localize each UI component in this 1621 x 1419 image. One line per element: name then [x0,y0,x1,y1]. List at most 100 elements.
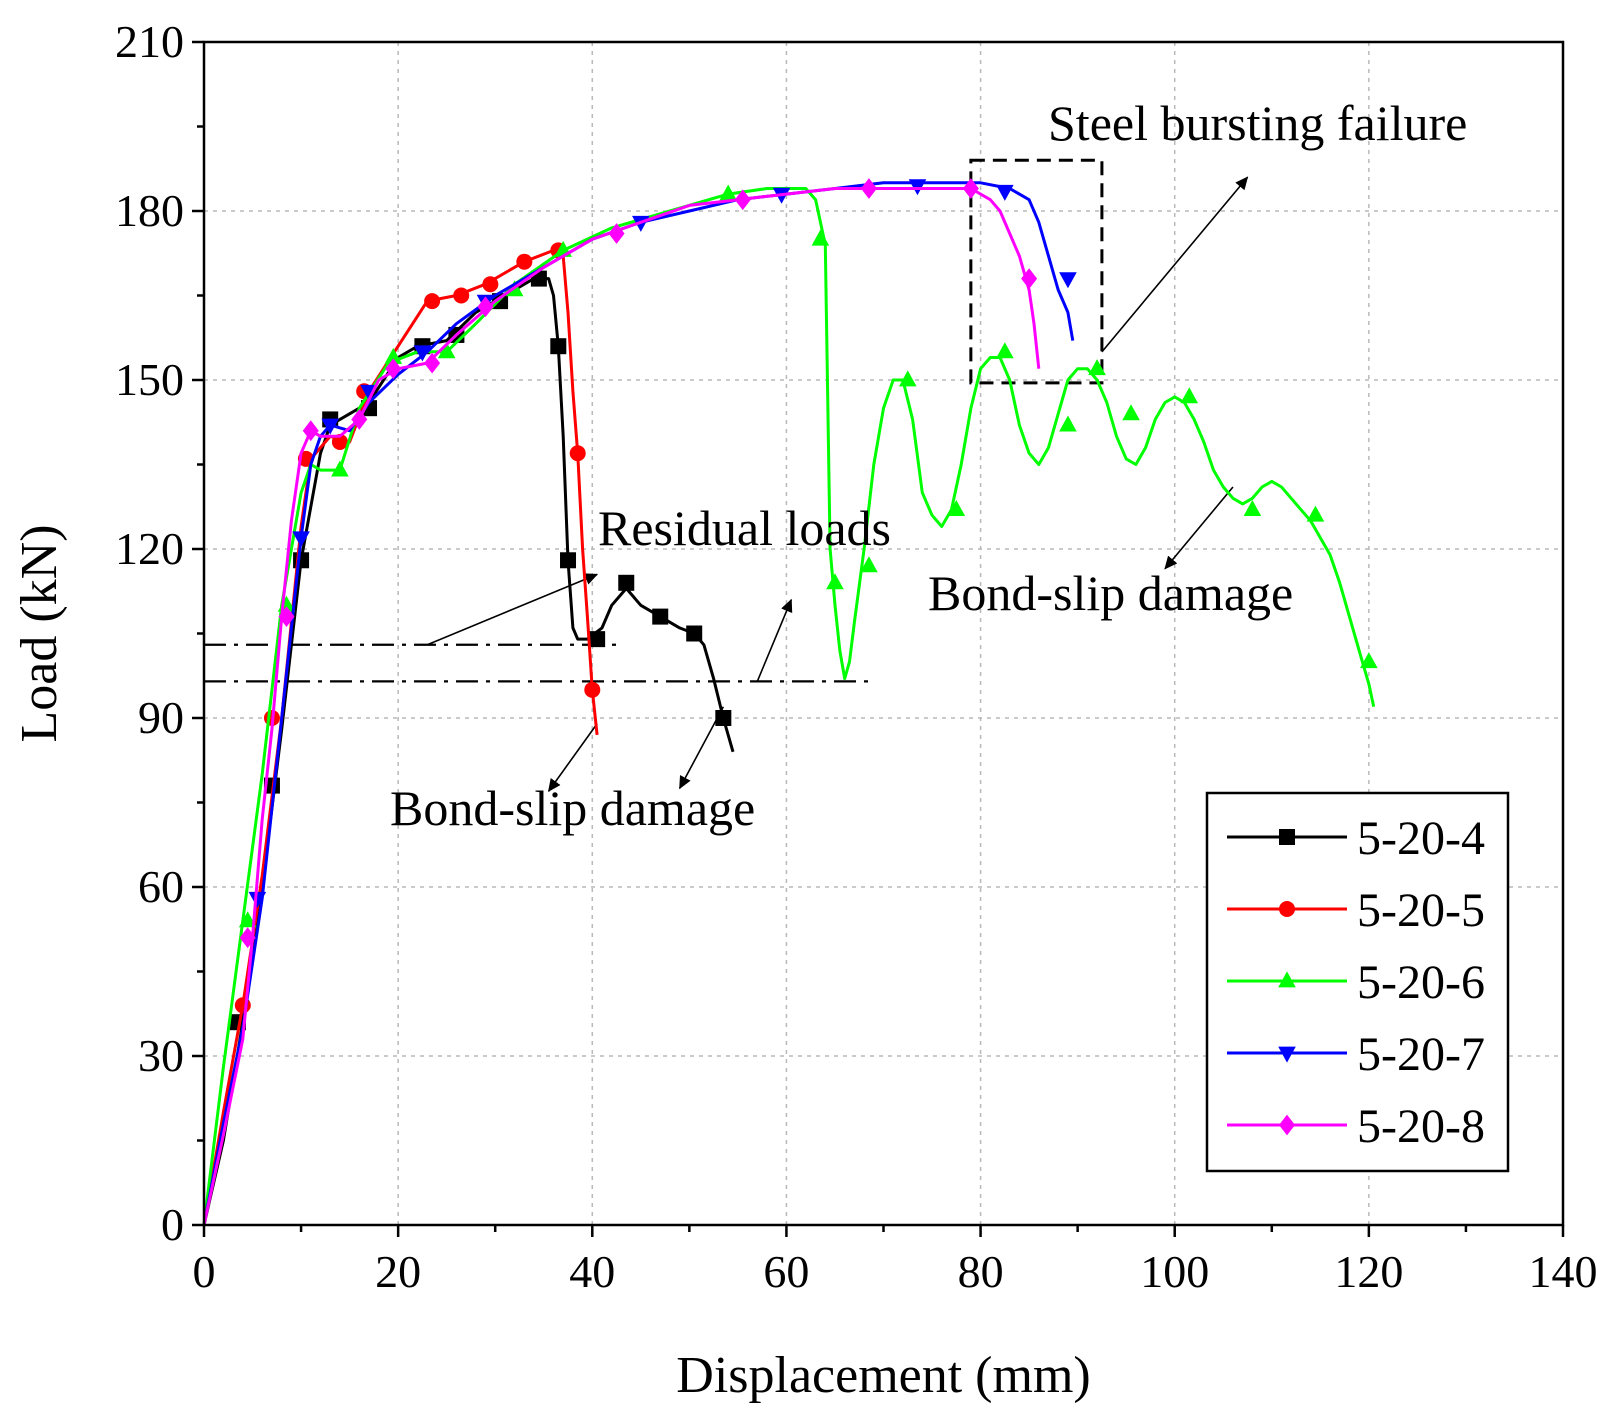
data-point-5-20-8 [239,927,256,949]
data-point-5-20-8 [278,606,295,627]
axis-labels: Displacement (mm) Load (kN) [11,524,1091,1404]
data-point-5-20-6 [384,347,403,364]
data-point-5-20-8 [351,409,368,430]
annotation-arrow [1101,176,1249,353]
x-axis-title: Displacement (mm) [676,1347,1090,1404]
data-point-5-20-4 [618,574,635,591]
data-point-5-20-6 [1180,387,1199,404]
data-point-5-20-5 [331,433,348,450]
data-point-5-20-6 [898,370,917,387]
data-point-5-20-6 [996,342,1014,359]
x-tick-label: 120 [1334,1246,1403,1297]
data-point-5-20-7 [996,184,1014,201]
data-point-5-20-4 [550,338,567,355]
data-point-5-20-6 [1243,499,1262,516]
steel-bursting-box [969,158,1104,385]
data-point-5-20-7 [321,418,339,435]
x-tick-label: 60 [763,1246,809,1297]
data-point-5-20-6 [811,229,830,246]
legend-item-5-20-4: 5-20-4 [1227,812,1485,865]
series-layer [202,178,1378,1226]
legend-item-5-20-5: 5-20-5 [1227,884,1485,937]
legend-label: 5-20-7 [1357,1028,1485,1081]
data-point-5-20-6 [860,556,878,573]
data-point-5-20-6 [331,460,349,477]
legend-swatch-marker [1278,1046,1296,1063]
x-tick-label: 0 [193,1246,216,1297]
legend-swatch-marker [1278,971,1296,988]
data-point-5-20-5 [453,287,470,304]
series-line-5-20-7 [202,181,1075,1226]
x-tick-label: 40 [569,1246,615,1297]
data-point-5-20-8 [424,352,441,374]
data-point-5-20-8 [860,178,877,199]
y-tick-label: 180 [115,185,184,236]
annotation-bond-slip-damage-left: Bond-slip damage [390,780,755,836]
data-point-5-20-6 [719,184,737,201]
data-point-5-20-5 [482,276,499,293]
y-tick-label: 120 [115,523,184,574]
data-point-5-20-7 [1059,272,1077,289]
legend-label: 5-20-4 [1357,812,1485,865]
annotation-bond-slip-damage-right: Bond-slip damage [928,565,1293,621]
legend-item-5-20-7: 5-20-7 [1227,1028,1485,1081]
y-tick-label: 60 [138,861,184,912]
data-point-5-20-5 [584,681,601,698]
y-axis-title: Load (kN) [11,524,68,742]
data-point-5-20-4 [293,552,310,569]
x-tick-label: 20 [375,1246,421,1297]
y-tick-label: 0 [161,1199,184,1250]
data-point-5-20-8 [477,296,494,318]
legend-swatch-marker [1279,901,1295,917]
legend-label: 5-20-5 [1357,884,1485,937]
legend-item-5-20-8: 5-20-8 [1227,1100,1485,1153]
x-tick-label: 80 [958,1246,1004,1297]
y-tick-label: 150 [115,354,184,405]
annotation-arrow [756,598,793,682]
data-point-5-20-4 [715,710,732,726]
data-point-5-20-6 [238,911,257,928]
y-tick-label: 210 [115,16,184,67]
data-point-5-20-6 [1360,652,1378,669]
legend-swatch-marker [1279,829,1295,845]
grid [204,42,1563,1225]
x-tick-label: 140 [1529,1246,1598,1297]
legend-label: 5-20-6 [1357,956,1485,1009]
x-tick-label: 100 [1140,1246,1209,1297]
data-point-5-20-7 [248,891,267,908]
y-tick-label: 90 [138,692,184,743]
series-line-5-20-5 [202,248,599,1226]
data-point-5-20-6 [1088,359,1106,376]
annotations: Steel bursting failure Residual loads Bo… [390,95,1467,836]
series-line-5-20-8 [202,187,1041,1226]
data-point-5-20-6 [437,342,456,359]
annotation-residual-loads: Residual loads [598,500,891,556]
data-point-5-20-8 [734,189,751,211]
data-point-5-20-4 [652,608,669,625]
data-point-5-20-8 [1021,268,1038,289]
annotation-steel-bursting-failure: Steel bursting failure [1048,95,1467,151]
data-point-5-20-6 [1122,404,1140,421]
annotation-arrow [547,723,598,793]
axis-ticks: 0 20 40 60 80 100 120 140 0 30 60 90 120 150 180 210 [115,16,1598,1297]
data-point-5-20-7 [292,531,310,548]
data-point-5-20-4 [686,625,703,642]
data-point-5-20-6 [1306,505,1325,522]
series-5-20-6 [202,184,1378,1226]
data-point-5-20-5 [516,253,533,270]
data-point-5-20-6 [947,499,966,516]
series-5-20-7 [202,179,1077,1226]
legend-item-5-20-6: 5-20-6 [1227,956,1485,1009]
data-point-5-20-8 [962,178,979,199]
series-5-20-8 [202,178,1041,1226]
data-point-5-20-6 [1059,415,1077,432]
data-point-5-20-8 [385,358,402,380]
data-point-5-20-4 [560,552,577,569]
legend: 5-20-4 5-20-5 5-20-6 5-20-7 5-20-8 [1205,791,1510,1173]
data-point-5-20-5 [424,293,441,310]
legend-label: 5-20-8 [1357,1100,1485,1153]
data-point-5-20-8 [608,223,625,244]
reference-lines [204,158,1249,793]
data-point-5-20-7 [413,345,432,362]
